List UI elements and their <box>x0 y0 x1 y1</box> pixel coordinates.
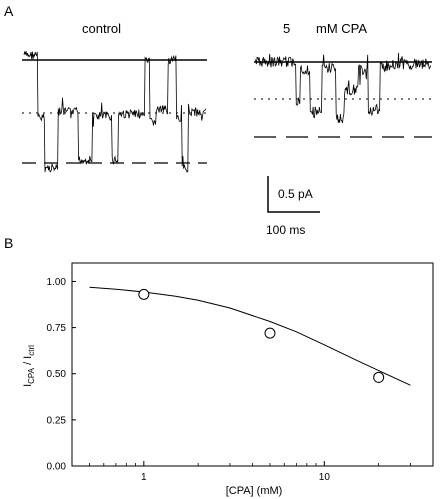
y-label-mid: / I <box>22 356 34 368</box>
axis-ticks: 0.00 0.25 0.50 0.75 1.00 1 10 <box>47 277 434 483</box>
y-label-main: I <box>22 384 34 387</box>
panel-b-letter: B <box>4 235 13 251</box>
scale-bar <box>267 176 320 213</box>
x-tick-label: 1 <box>141 472 147 483</box>
control-current-trace <box>23 51 207 173</box>
data-point <box>138 288 150 300</box>
y-label-sub-ctrl: ctrl <box>27 345 36 356</box>
y-label-sub-cpa: CPA <box>27 367 36 384</box>
data-point <box>264 327 276 339</box>
scale-time-label: 100 ms <box>266 223 305 237</box>
fit-curve <box>89 286 411 386</box>
data-point <box>373 371 385 383</box>
control-label: control <box>82 21 121 36</box>
plot-marks <box>89 286 411 386</box>
scale-current-label: 0.5 pA <box>278 187 313 201</box>
x-tick-label: 10 <box>319 472 331 483</box>
cpa-unit-label: mM CPA <box>316 21 367 36</box>
cpa-concentration-label: 5 <box>283 21 290 36</box>
cpa-current-trace <box>254 52 432 124</box>
y-tick-label: 1.00 <box>47 277 67 288</box>
y-tick-label: 0.75 <box>47 323 67 334</box>
y-tick-label: 0.25 <box>47 415 67 426</box>
y-axis-label: ICPA / Ictrl <box>22 345 36 387</box>
y-tick-label: 0.50 <box>47 369 67 380</box>
plot-frame <box>71 262 434 467</box>
y-tick-label: 0.00 <box>47 462 67 473</box>
panel-a-letter: A <box>4 3 14 19</box>
x-axis-label: [CPA] (mM) <box>226 485 283 497</box>
